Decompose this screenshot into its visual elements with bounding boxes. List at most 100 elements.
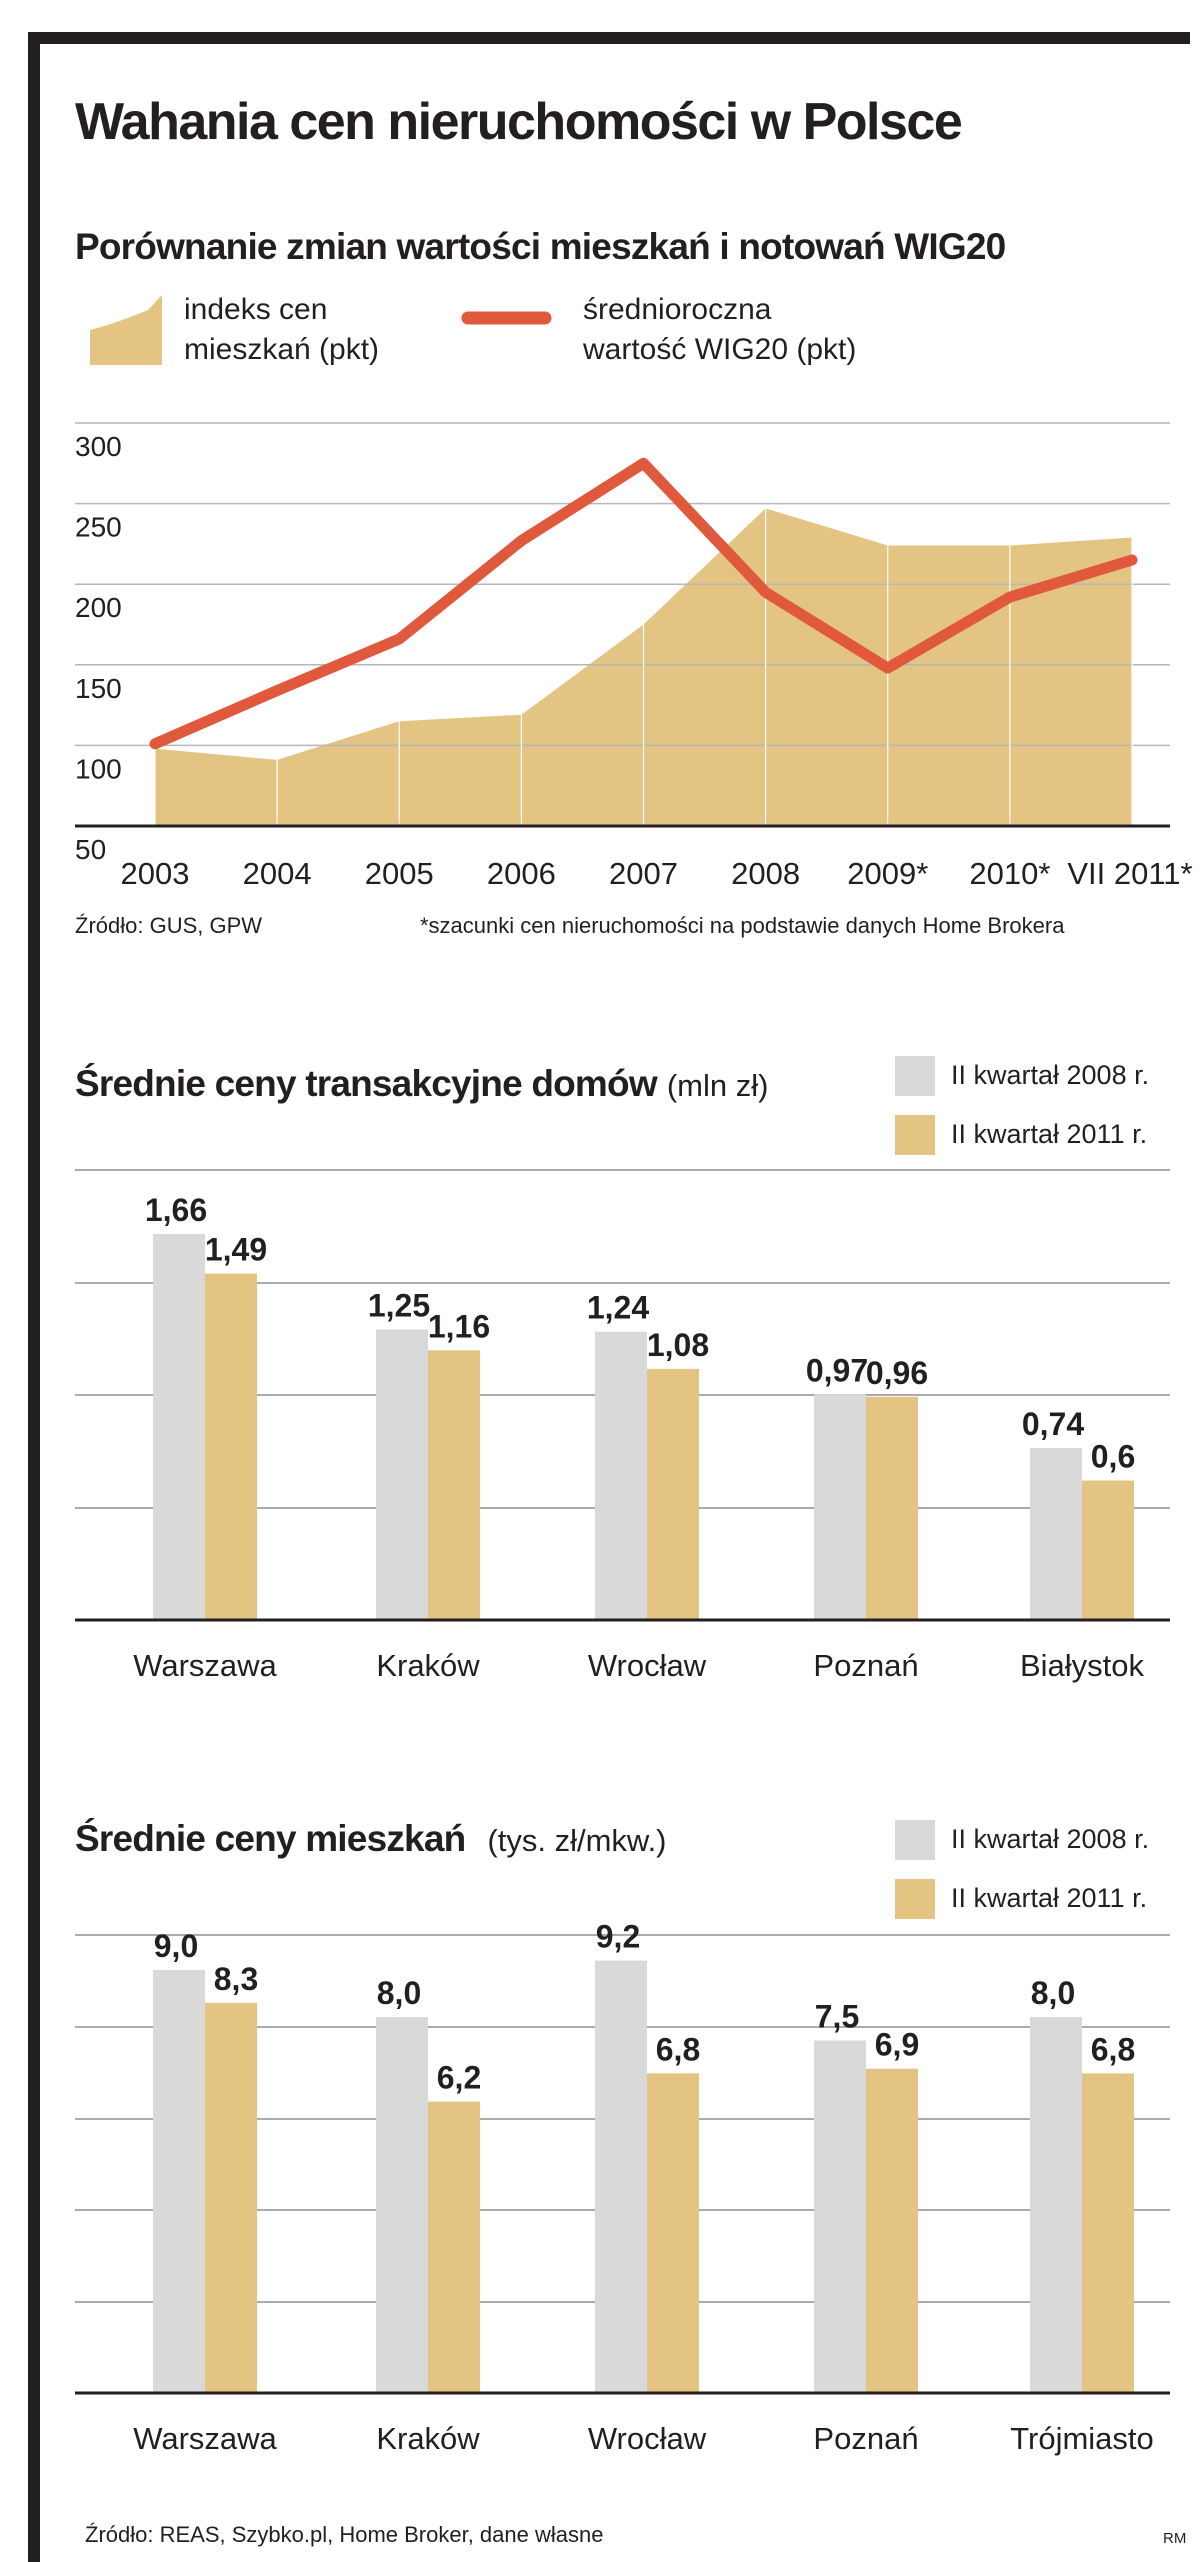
- legend-line-label: średnioroczna wartość WIG20 (pkt): [583, 290, 856, 370]
- chart2-data-label: 1,16: [428, 1308, 490, 1344]
- chart1-x-tick-label: 2009*: [847, 856, 928, 891]
- chart2-title-text: Średnie ceny transakcyjne domów: [75, 1063, 658, 1104]
- chart2-bar-2011: [647, 1368, 699, 1620]
- chart2-legend1-label: II kwartał 2008 r.: [951, 1060, 1150, 1090]
- chart1-x-tick-label: 2008: [731, 856, 800, 891]
- frame-left-rule: [28, 32, 40, 2562]
- chart1-line-point: [398, 638, 400, 640]
- chart2-bar-2011: [1082, 1480, 1134, 1620]
- chart2-legend2-label: II kwartał 2011 r.: [951, 1119, 1148, 1149]
- chart1-y-tick-label: 300: [75, 431, 122, 462]
- chart3-data-label: 6,9: [875, 2027, 919, 2063]
- chart2-bar-2008: [814, 1394, 866, 1620]
- chart3-bar-2011: [1082, 2073, 1134, 2393]
- chart3-bar-2008: [153, 1970, 205, 2393]
- chart3-category-label: Warszawa: [133, 2421, 277, 2456]
- chart3-category-label: Poznań: [813, 2421, 918, 2456]
- chart1-x-tick-label: 2005: [365, 856, 434, 891]
- chart3-unit: (tys. zł/mkw.): [487, 1823, 667, 1858]
- chart1-x-tick-label: 2003: [121, 856, 190, 891]
- chart3-data-label: 6,8: [1091, 2031, 1135, 2067]
- chart2-data-label: 1,08: [647, 1327, 709, 1363]
- chart3-data-label: 8,0: [1031, 1975, 1075, 2011]
- chart1-y-tick-label: 50: [75, 834, 106, 865]
- chart2-bar-2011: [428, 1350, 480, 1620]
- chart2-data-label: 0,96: [866, 1355, 928, 1391]
- chart3-data-label: 9,2: [596, 1919, 640, 1955]
- chart3-data-label: 6,2: [437, 2060, 481, 2096]
- chart3-legend1-swatch: [895, 1820, 935, 1860]
- chart3-bar-2008: [1030, 2017, 1082, 2393]
- chart3-source: Źródło: REAS, Szybko.pl, Home Broker, da…: [85, 2522, 604, 2547]
- chart2-category-label: Wrocław: [588, 1648, 707, 1683]
- chart2-legend2-swatch: [895, 1115, 935, 1155]
- chart1-y-tick-label: 100: [75, 753, 122, 784]
- chart2-title: Średnie ceny transakcyjne domów (mln zł): [75, 1063, 768, 1105]
- chart1-subtitle: Porównanie zmian wartości mieszkań i not…: [75, 226, 1006, 267]
- chart1-x-tick-label: VII 2011*: [1067, 856, 1192, 891]
- chart2-data-label: 0,74: [1022, 1406, 1084, 1442]
- legend-area-label-line1: indeks cen: [184, 293, 328, 326]
- chart2-data-label: 1,24: [587, 1290, 649, 1326]
- chart3-legend2-swatch: [895, 1879, 935, 1919]
- chart3-data-label: 7,5: [815, 1999, 859, 2035]
- legend-line-label-line2: wartość WIG20 (pkt): [583, 333, 857, 366]
- chart1-y-tick-label: 250: [75, 512, 122, 543]
- chart3-category-label: Kraków: [376, 2421, 480, 2456]
- legend-area-label-line2: mieszkań (pkt): [184, 333, 380, 366]
- chart1-x-tick-label: 2004: [243, 856, 312, 891]
- chart1-line-point: [887, 667, 889, 669]
- page-title: Wahania cen nieruchomości w Polsce: [75, 93, 963, 151]
- chart3-title-text: Średnie ceny mieszkań: [75, 1818, 466, 1859]
- chart3-data-label: 8,3: [214, 1961, 258, 1997]
- chart3-title: Średnie ceny mieszkań (tys. zł/mkw.): [75, 1818, 667, 1860]
- chart3-category-label: Wrocław: [588, 2421, 707, 2456]
- chart1-x-tick-label: 2007: [609, 856, 678, 891]
- chart2-data-label: 1,49: [205, 1232, 267, 1268]
- chart3-bar-2011: [866, 2068, 918, 2393]
- chart2-data-label: 0,97: [806, 1352, 868, 1388]
- frame-top-rule: [40, 32, 1190, 44]
- chart2-category-label: Białystok: [1020, 1648, 1145, 1683]
- chart3-bar-2011: [647, 2073, 699, 2393]
- chart2-data-label: 1,66: [145, 1192, 207, 1228]
- chart2-category-label: Warszawa: [133, 1648, 277, 1683]
- chart3-bar-2011: [205, 2002, 257, 2393]
- chart2-bar-2011: [866, 1396, 918, 1620]
- chart1-line-point: [765, 591, 767, 593]
- chart1-footnote: *szacunki cen nieruchomości na podstawie…: [420, 913, 1065, 938]
- chart2-data-label: 1,25: [368, 1287, 430, 1323]
- chart3-bar-2011: [428, 2101, 480, 2393]
- chart1-x-tick-label: 2010*: [969, 856, 1050, 891]
- chart1-y-tick-label: 200: [75, 592, 122, 623]
- chart2-bar-2008: [595, 1331, 647, 1620]
- chart2-category-label: Kraków: [376, 1648, 480, 1683]
- chart2-data-label: 0,6: [1091, 1439, 1135, 1475]
- chart2-unit: (mln zł): [666, 1068, 769, 1103]
- chart1-line-point: [1009, 596, 1011, 598]
- chart2-bar-2008: [1030, 1447, 1082, 1620]
- chart3-data-label: 6,8: [656, 2031, 700, 2067]
- chart1-line-point: [154, 743, 156, 745]
- chart1-x-tick-label: 2006: [487, 856, 556, 891]
- chart3-category-label: Trójmiasto: [1010, 2421, 1154, 2456]
- chart2-bar-2008: [376, 1329, 428, 1620]
- chart3-legend1-label: II kwartał 2008 r.: [951, 1824, 1150, 1854]
- chart2-category-label: Poznań: [813, 1648, 918, 1683]
- chart1-y-tick-label: 150: [75, 673, 122, 704]
- chart1-line-point: [1131, 559, 1133, 561]
- chart2-bar-2011: [205, 1273, 257, 1620]
- chart2-bar-2008: [153, 1234, 205, 1620]
- chart3-bar-2008: [814, 2040, 866, 2393]
- chart3-bar-2008: [376, 2017, 428, 2393]
- chart3-data-label: 8,0: [377, 1975, 421, 2011]
- chart3-bar-2008: [595, 1960, 647, 2393]
- chart1-source: Źródło: GUS, GPW: [75, 913, 263, 938]
- legend-area-label: indeks cen mieszkań (pkt): [184, 290, 379, 370]
- legend-line-label-line1: średnioroczna: [583, 293, 772, 326]
- chart1-line-point: [643, 462, 644, 464]
- chart3-legend2-label: II kwartał 2011 r.: [951, 1883, 1148, 1913]
